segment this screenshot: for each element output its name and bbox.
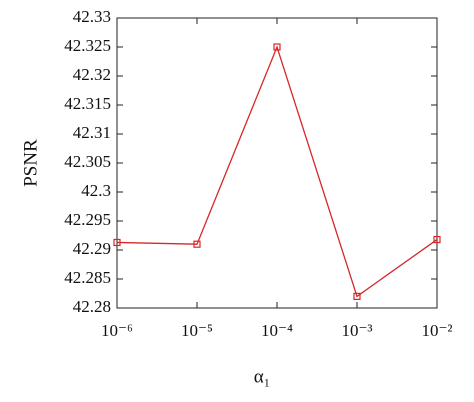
- plot-frame: [116, 17, 438, 309]
- y-tick-label: 42.295: [64, 210, 111, 229]
- x-tick-label: 10⁻⁶: [101, 321, 133, 340]
- point-marker: [193, 240, 201, 248]
- y-tick-label: 42.28: [73, 297, 111, 316]
- y-tick-label: 42.315: [64, 94, 111, 113]
- y-tick-label: 42.32: [73, 65, 111, 84]
- y-tick-label: 42.285: [64, 268, 111, 287]
- y-tick-label: 42.31: [73, 123, 111, 142]
- point-marker: [433, 235, 441, 244]
- x-axis-label: α₁: [254, 366, 271, 387]
- x-tick-label: 10⁻⁵: [181, 321, 213, 340]
- point-marker: [273, 43, 281, 51]
- point-marker: [353, 292, 361, 300]
- y-tick-label: 42.325: [64, 36, 111, 55]
- x-tick-label: 10⁻²: [421, 321, 452, 340]
- y-tick-label: 42.305: [64, 152, 111, 171]
- y-tick-label: 42.3: [81, 181, 111, 200]
- point-marker: [113, 238, 121, 247]
- y-tick-label: 42.33: [73, 7, 111, 26]
- x-tick-label: 10⁻⁴: [261, 321, 293, 340]
- x-tick-label: 10⁻³: [341, 321, 372, 340]
- y-axis-label: PSNR: [20, 139, 41, 187]
- series-line: [116, 45, 438, 298]
- y-tick-label: 42.29: [73, 239, 111, 258]
